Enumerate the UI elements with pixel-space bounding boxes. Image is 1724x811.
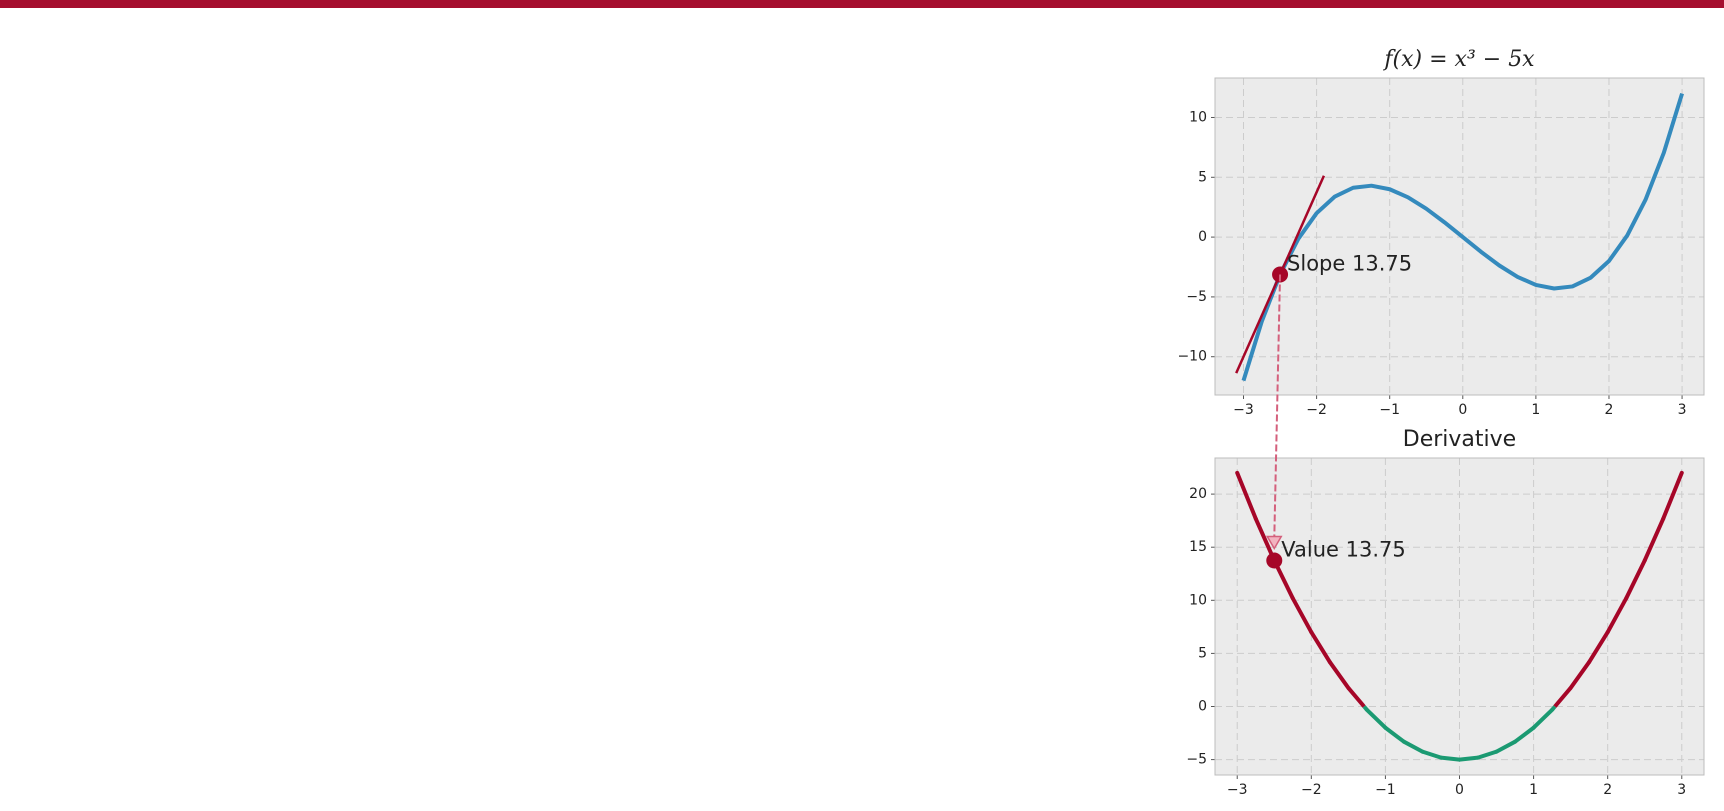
x-tick-label: 3 [1677,782,1686,798]
y-tick-label: −5 [1186,289,1207,305]
x-tick-label: 2 [1603,782,1612,798]
derivative-curve [1420,749,1443,760]
derivative-curve [1642,516,1666,563]
x-tick-label: 3 [1678,402,1687,418]
y-tick-label: 10 [1189,592,1207,608]
derivative-curve [1605,596,1629,635]
derivative-curve [1401,739,1425,754]
y-tick-label: 5 [1198,645,1207,661]
derivative-curve [1661,470,1684,521]
annotation: Slope 13.75 [1287,251,1412,275]
derivative-curve [1476,749,1499,760]
x-tick-label: −1 [1379,402,1400,418]
y-tick-label: 0 [1198,229,1207,245]
chart-title: f(x) = x³ − 5x [1382,47,1535,72]
x-tick-label: 1 [1529,782,1538,798]
plot-border [1214,77,1705,396]
x-tick-label: −2 [1306,402,1327,418]
derivative-curve [1364,707,1388,730]
derivative-curve [1624,558,1647,601]
plot-border [1214,457,1705,776]
derivative-curve [1568,660,1592,690]
derivative-curve [1327,660,1351,690]
point-marker [1266,552,1283,569]
derivative-curve [1587,630,1610,665]
derivative-curve [1346,686,1366,708]
x-tick-label: 0 [1458,402,1467,418]
derivative-curve [1494,739,1518,754]
y-tick-label: 10 [1189,109,1207,125]
derivative-curve [1438,755,1462,762]
derivative-curve [1309,630,1332,665]
y-tick-label: −5 [1186,752,1207,768]
y-tick-label: 5 [1198,169,1207,185]
x-tick-label: −3 [1227,782,1248,798]
x-tick-label: −2 [1301,782,1322,798]
y-tick-label: 20 [1189,486,1207,502]
annotation: Value 13.75 [1281,537,1405,561]
x-tick-label: 0 [1455,782,1464,798]
x-tick-label: 1 [1531,402,1540,418]
connector-arrow [1273,274,1282,539]
y-tick-label: −10 [1177,349,1207,365]
derivative-curve [1383,725,1406,744]
function-curve [1241,92,1684,382]
derivative-curve [1235,470,1258,521]
derivative-curve [1553,686,1573,708]
derivative-curve [1290,596,1314,635]
top-bar [0,0,1724,8]
x-tick-label: −1 [1375,782,1396,798]
x-tick-label: −3 [1233,402,1254,418]
arrow-head [1265,535,1283,550]
derivative-curve [1513,725,1536,744]
derivative-curve [1550,705,1557,712]
derivative-curve [1457,755,1481,762]
chart-title: Derivative [1403,427,1516,452]
derivative-curve [1531,707,1555,730]
y-tick-label: 0 [1198,699,1207,715]
x-tick-label: 2 [1605,402,1614,418]
y-tick-label: 15 [1189,539,1207,555]
